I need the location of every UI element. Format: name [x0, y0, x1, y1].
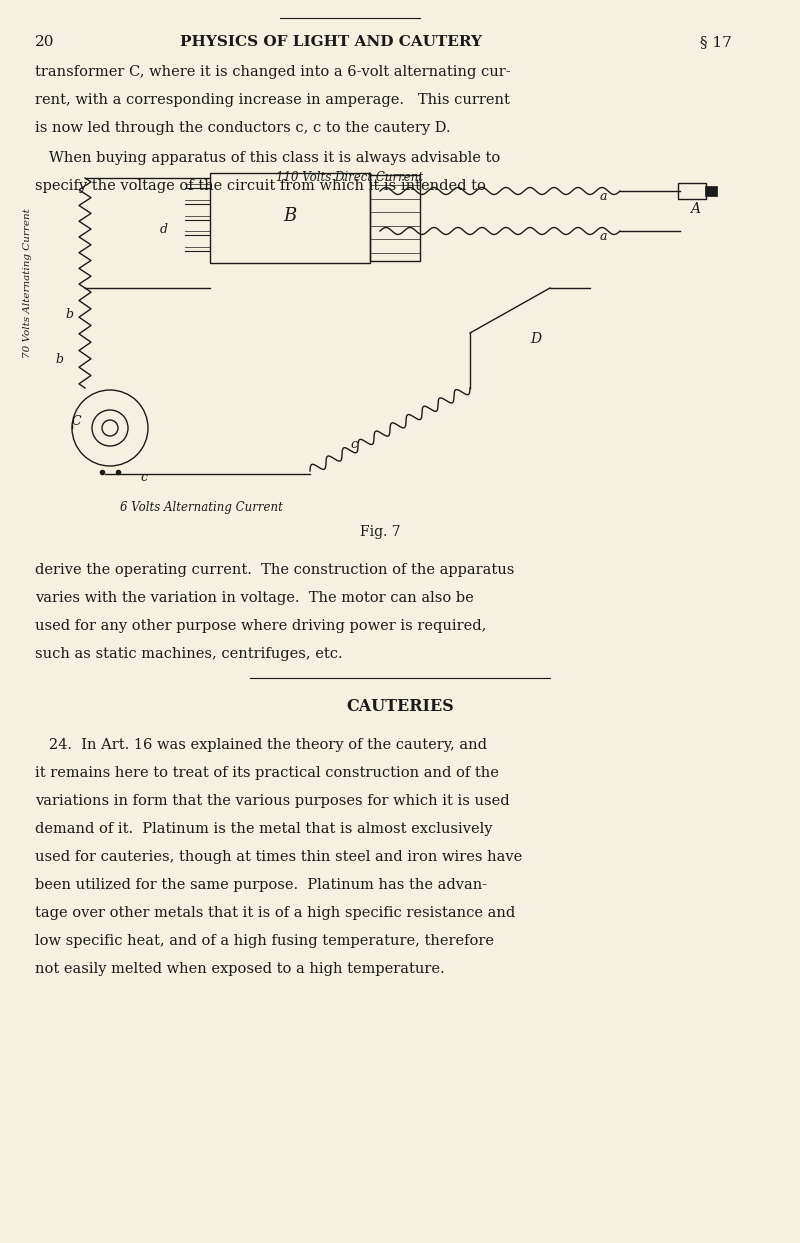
Text: demand of it.  Platinum is the metal that is almost exclusively: demand of it. Platinum is the metal that…: [35, 822, 493, 837]
Text: transformer C, where it is changed into a 6-volt alternating cur-: transformer C, where it is changed into …: [35, 65, 510, 80]
Text: 20: 20: [35, 35, 54, 48]
Text: used for cauteries, though at times thin steel and iron wires have: used for cauteries, though at times thin…: [35, 850, 522, 864]
Text: A: A: [690, 203, 700, 216]
Bar: [370, 175, 420, 261]
Text: a: a: [600, 190, 607, 203]
Text: derive the operating current.  The construction of the apparatus: derive the operating current. The constr…: [35, 563, 514, 577]
Text: § 17: § 17: [700, 35, 732, 48]
Text: variations in form that the various purposes for which it is used: variations in form that the various purp…: [35, 794, 510, 808]
Text: b: b: [55, 353, 63, 365]
Bar: [210, 173, 370, 264]
Text: b: b: [65, 308, 73, 321]
Text: low specific heat, and of a high fusing temperature, therefore: low specific heat, and of a high fusing …: [35, 933, 494, 948]
Text: CAUTERIES: CAUTERIES: [346, 699, 454, 715]
Text: is now led through the conductors c, c to the cautery D.: is now led through the conductors c, c t…: [35, 121, 450, 135]
Text: specify the voltage of the circuit from which it is intended to: specify the voltage of the circuit from …: [35, 179, 486, 193]
Text: such as static machines, centrifuges, etc.: such as static machines, centrifuges, et…: [35, 648, 342, 661]
Text: c: c: [140, 471, 147, 484]
Text: 70 Volts Alternating Current: 70 Volts Alternating Current: [23, 208, 33, 358]
Text: C: C: [72, 415, 82, 428]
Text: Fig. 7: Fig. 7: [360, 525, 400, 539]
Text: 24.  In Art. 16 was explained the theory of the cautery, and: 24. In Art. 16 was explained the theory …: [35, 738, 487, 752]
Text: tage over other metals that it is of a high specific resistance and: tage over other metals that it is of a h…: [35, 906, 515, 920]
Text: 6 Volts Alternating Current: 6 Volts Alternating Current: [120, 501, 283, 515]
Text: When buying apparatus of this class it is always advisable to: When buying apparatus of this class it i…: [35, 150, 500, 165]
Text: used for any other purpose where driving power is required,: used for any other purpose where driving…: [35, 619, 486, 633]
Bar: [705, 186, 717, 196]
Text: c: c: [350, 438, 357, 451]
Text: rent, with a corresponding increase in amperage.   This current: rent, with a corresponding increase in a…: [35, 93, 510, 107]
Text: a: a: [600, 230, 607, 242]
Text: it remains here to treat of its practical construction and of the: it remains here to treat of its practica…: [35, 766, 499, 781]
Text: been utilized for the same purpose.  Platinum has the advan-: been utilized for the same purpose. Plat…: [35, 878, 487, 892]
Text: 110 Volts Direct Current: 110 Volts Direct Current: [277, 172, 423, 184]
Text: D: D: [530, 332, 541, 346]
Text: B: B: [283, 208, 297, 225]
Text: PHYSICS OF LIGHT AND CAUTERY: PHYSICS OF LIGHT AND CAUTERY: [180, 35, 482, 48]
Text: not easily melted when exposed to a high temperature.: not easily melted when exposed to a high…: [35, 962, 445, 976]
Text: d: d: [160, 222, 168, 236]
Bar: [678, 183, 706, 199]
Text: varies with the variation in voltage.  The motor can also be: varies with the variation in voltage. Th…: [35, 590, 474, 605]
